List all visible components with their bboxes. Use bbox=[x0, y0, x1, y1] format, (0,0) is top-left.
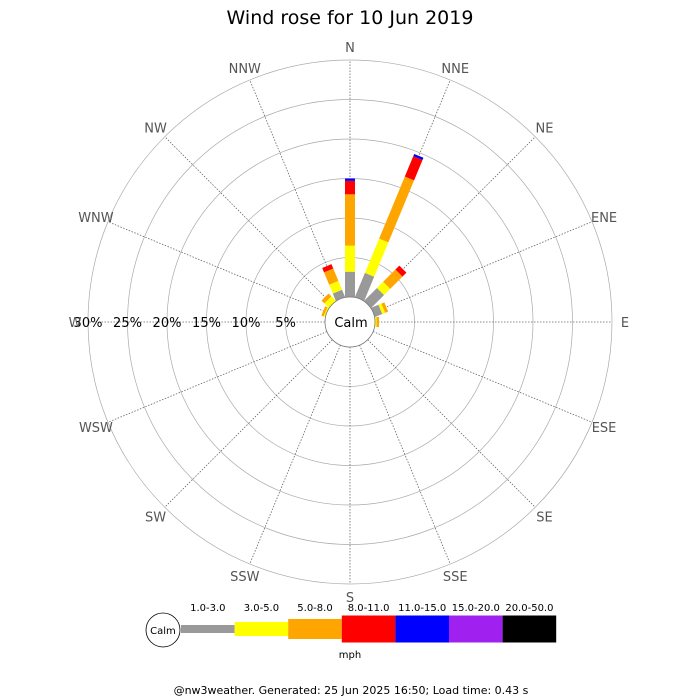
bar-n-bin-5 bbox=[345, 178, 355, 181]
chart-title: Wind rose for 10 Jun 2019 bbox=[227, 7, 474, 29]
direction-label-wnw: WNW bbox=[78, 211, 114, 226]
bar-n-bin-2 bbox=[345, 245, 355, 272]
ring-label-20: 20% bbox=[153, 316, 182, 331]
spoke-sw bbox=[164, 339, 333, 508]
legend-swatch-1 bbox=[181, 625, 235, 633]
legend-label-1: 1.0-3.0 bbox=[190, 603, 225, 614]
legend-swatch-5 bbox=[395, 615, 449, 643]
grid-ring-4 bbox=[166, 138, 534, 506]
legend-swatch-7 bbox=[502, 615, 557, 643]
bar-nnw-bin-3 bbox=[324, 268, 339, 285]
direction-label-nw: NW bbox=[144, 122, 167, 137]
direction-label-se: SE bbox=[536, 510, 552, 525]
legend-label-2: 3.0-5.0 bbox=[244, 603, 279, 614]
ring-labels: 5% 10% 15% 20% 25% 30% bbox=[74, 316, 296, 331]
direction-label-sse: SSE bbox=[443, 570, 468, 585]
direction-label-e: E bbox=[621, 316, 629, 331]
bar-nw-bin-2 bbox=[324, 296, 336, 308]
spoke-se bbox=[367, 339, 536, 508]
legend-unit-label: mph bbox=[339, 650, 361, 661]
bar-nne-bin-2 bbox=[364, 238, 389, 277]
bar-ne-bin-2 bbox=[376, 281, 391, 296]
direction-label-n: N bbox=[345, 41, 355, 56]
bar-ne-bin-3 bbox=[383, 269, 403, 289]
legend-swatch-6 bbox=[449, 615, 503, 643]
direction-label-ese: ESE bbox=[592, 421, 617, 436]
legend-calm-circle bbox=[145, 612, 181, 648]
bar-e-bin-2 bbox=[375, 317, 377, 327]
footer-text: @nw3weather. Generated: 25 Jun 2025 16:5… bbox=[174, 684, 529, 697]
bar-n-bin-4 bbox=[345, 180, 355, 195]
direction-label-sw: SW bbox=[145, 510, 166, 525]
spoke-nnw bbox=[249, 79, 341, 300]
direction-label-w: W bbox=[69, 316, 82, 331]
legend-swatch-2 bbox=[234, 622, 289, 636]
ring-label-30: 30% bbox=[74, 316, 103, 331]
ring-label-5: 5% bbox=[275, 316, 296, 331]
spoke-wsw bbox=[107, 331, 328, 423]
bar-nnw-bin-4 bbox=[322, 264, 334, 273]
ring-label-15: 15% bbox=[192, 316, 221, 331]
legend-label-4: 8.0-11.0 bbox=[348, 603, 390, 614]
direction-labels: N NNE NE ENE E ESE SE SSE S SSW SW WSW W WNW NW NNW bbox=[69, 41, 630, 606]
speed-legend: Calm 1.0-3.0 3.0-5.0 5.0-8.0 8.0-11.0 11.0-15… bbox=[145, 603, 557, 648]
calm-label: Calm bbox=[334, 316, 367, 331]
direction-label-nnw: NNW bbox=[229, 62, 261, 77]
ring-label-10: 10% bbox=[232, 316, 261, 331]
direction-label-ne: NE bbox=[535, 122, 553, 137]
spoke-ene bbox=[372, 221, 593, 313]
bar-e-bin-3 bbox=[376, 317, 379, 327]
legend-swatch-4 bbox=[341, 615, 396, 643]
bar-nw-bin-3 bbox=[321, 293, 332, 304]
direction-label-ssw: SSW bbox=[230, 570, 260, 585]
direction-label-s: S bbox=[346, 591, 354, 606]
direction-label-wsw: WSW bbox=[79, 421, 113, 436]
legend-calm-label: Calm bbox=[150, 626, 176, 637]
calm-circle bbox=[324, 296, 376, 348]
bar-nne-bin-4 bbox=[404, 156, 423, 181]
bar-wnw-bin-3 bbox=[321, 306, 328, 317]
grid-ring-6 bbox=[87, 59, 613, 585]
bar-ene-bin-3 bbox=[381, 302, 389, 313]
bar-ne-bin-1 bbox=[364, 287, 385, 308]
bar-n-bin-1 bbox=[345, 271, 355, 297]
bar-ne-bin-4 bbox=[395, 265, 407, 277]
bar-nne-bin-5 bbox=[413, 153, 424, 160]
spoke-nw bbox=[164, 136, 333, 305]
spoke-wnw bbox=[107, 221, 328, 313]
bar-ene-bin-2 bbox=[378, 303, 386, 315]
bar-wnw-bin-2 bbox=[323, 307, 329, 318]
legend-label-7: 20.0-50.0 bbox=[505, 603, 553, 614]
legend-label-5: 11.0-15.0 bbox=[398, 603, 446, 614]
bar-nnw-bin-2 bbox=[329, 280, 343, 294]
spoke-sse bbox=[359, 344, 451, 565]
legend-label-3: 5.0-8.0 bbox=[297, 603, 332, 614]
ring-label-25: 25% bbox=[113, 316, 142, 331]
bar-nne-bin-1 bbox=[354, 272, 375, 301]
bar-nne-bin-3 bbox=[379, 176, 415, 243]
legend-label-6: 15.0-20.0 bbox=[452, 603, 500, 614]
spoke-ssw bbox=[249, 344, 341, 565]
legend-swatch-3 bbox=[288, 619, 342, 639]
direction-label-nne: NNE bbox=[441, 62, 469, 77]
grid-ring-5 bbox=[127, 99, 573, 545]
direction-label-ene: ENE bbox=[591, 211, 617, 226]
bar-n-bin-3 bbox=[345, 194, 355, 246]
spoke-ese bbox=[372, 331, 593, 423]
